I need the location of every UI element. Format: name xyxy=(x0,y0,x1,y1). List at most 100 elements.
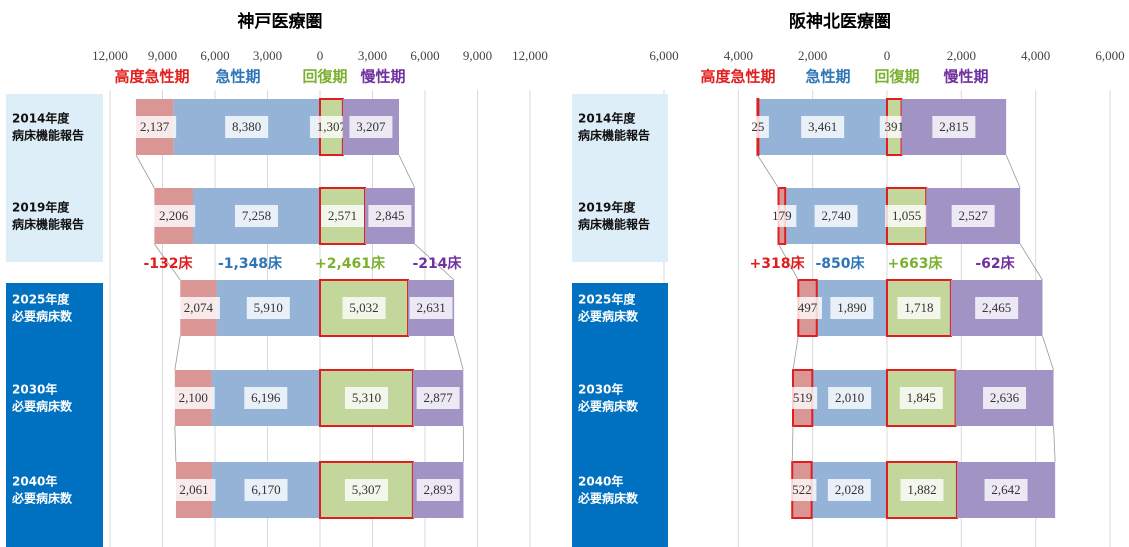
value-label-box xyxy=(746,116,769,138)
value-label-box xyxy=(951,205,995,227)
value-label-box xyxy=(320,205,364,227)
value-label: 1,882 xyxy=(907,482,936,497)
value-label: 2,845 xyxy=(375,208,404,223)
value-label: 7,258 xyxy=(242,208,271,223)
value-label: 391 xyxy=(885,119,905,134)
value-label: 2,815 xyxy=(939,119,968,134)
value-label: 3,207 xyxy=(356,119,386,134)
value-label: 2,206 xyxy=(159,208,189,223)
value-label-box xyxy=(899,387,943,409)
value-label: 1,718 xyxy=(904,300,933,315)
value-label: 2,465 xyxy=(982,300,1011,315)
change-label: +663床 xyxy=(888,255,944,272)
change-label: -214床 xyxy=(412,255,462,272)
legend-label: 慢性期 xyxy=(360,68,405,86)
value-label-box xyxy=(827,479,871,501)
x-tick-label: 3,000 xyxy=(358,48,387,63)
change-label: -132床 xyxy=(143,255,193,272)
connector xyxy=(453,335,464,371)
category-label: 2019年度 xyxy=(12,200,70,215)
connector xyxy=(792,335,799,371)
legend-label: 急性期 xyxy=(805,68,850,86)
connector xyxy=(154,243,181,281)
value-label-box xyxy=(975,297,1019,319)
value-label-box xyxy=(787,479,817,501)
category-label: 病床機能報告 xyxy=(12,128,84,143)
category-label: 2019年度 xyxy=(578,200,636,215)
value-label-box xyxy=(879,116,909,138)
value-label-box xyxy=(225,116,269,138)
category-panel xyxy=(6,283,103,547)
category-label: 必要病床数 xyxy=(577,309,639,324)
x-tick-label: 6,000 xyxy=(200,48,229,63)
chart-title: 阪神北医療圏 xyxy=(789,11,891,32)
value-label: 1,307 xyxy=(317,119,347,134)
x-tick-label: 4,000 xyxy=(1021,48,1050,63)
value-label-box xyxy=(885,205,929,227)
value-label: 5,307 xyxy=(352,482,382,497)
value-label-box xyxy=(900,479,944,501)
value-label-box xyxy=(244,479,288,501)
connector xyxy=(757,154,779,189)
x-tick-label: 3,000 xyxy=(253,48,282,63)
value-label: 2,636 xyxy=(990,390,1020,405)
x-tick-label: 6,000 xyxy=(410,48,439,63)
x-tick-label: 6,000 xyxy=(1095,48,1124,63)
x-tick-label: 9,000 xyxy=(463,48,492,63)
category-label: 2040年 xyxy=(578,474,623,489)
value-label: 519 xyxy=(793,390,813,405)
value-label: 25 xyxy=(751,119,764,134)
category-label: 病床機能報告 xyxy=(12,217,84,232)
category-label: 必要病床数 xyxy=(577,491,639,506)
value-label: 1,890 xyxy=(837,300,866,315)
category-panel xyxy=(572,94,668,262)
legend-label: 高度急性期 xyxy=(114,68,189,86)
change-label: +2,461床 xyxy=(315,255,386,272)
category-label: 病床機能報告 xyxy=(578,217,650,232)
change-label: +318床 xyxy=(750,255,806,272)
category-label: 必要病床数 xyxy=(11,491,73,506)
value-label: 1,055 xyxy=(892,208,921,223)
value-label: 2,740 xyxy=(821,208,850,223)
value-label-box xyxy=(830,297,874,319)
value-label: 2,074 xyxy=(184,300,214,315)
value-label-box xyxy=(152,205,196,227)
value-label: 179 xyxy=(772,208,792,223)
connector xyxy=(174,335,181,371)
value-label: 2,642 xyxy=(991,482,1020,497)
value-label: 2,527 xyxy=(959,208,989,223)
category-label: 2030年 xyxy=(12,382,57,397)
change-label: -62床 xyxy=(975,255,1015,272)
value-label: 5,032 xyxy=(349,300,378,315)
category-label: 病床機能報告 xyxy=(578,128,650,143)
value-label-box xyxy=(814,205,858,227)
category-panel xyxy=(6,94,103,262)
connector xyxy=(778,243,799,281)
value-label-box xyxy=(932,116,976,138)
value-label-box xyxy=(983,387,1027,409)
value-label-box xyxy=(309,116,353,138)
category-label: 2014年度 xyxy=(578,111,636,126)
value-label-box xyxy=(342,297,386,319)
value-label: 2,877 xyxy=(423,390,453,405)
x-tick-label: 6,000 xyxy=(649,48,678,63)
value-label: 522 xyxy=(792,482,812,497)
value-label-box xyxy=(344,387,388,409)
value-label: 6,170 xyxy=(251,482,280,497)
change-label: -850床 xyxy=(815,255,865,272)
value-label-box xyxy=(416,479,460,501)
legend-label: 高度急性期 xyxy=(700,68,775,86)
value-label: 2,631 xyxy=(416,300,445,315)
x-tick-label: 2,000 xyxy=(947,48,976,63)
value-label: 3,461 xyxy=(808,119,837,134)
value-label-box xyxy=(788,387,818,409)
value-label: 6,196 xyxy=(251,390,281,405)
value-label: 2,100 xyxy=(179,390,208,405)
value-label: 497 xyxy=(798,300,818,315)
value-label-box xyxy=(416,387,460,409)
category-label: 2040年 xyxy=(12,474,57,489)
connector xyxy=(791,425,794,463)
value-label-box xyxy=(828,387,872,409)
connector xyxy=(1005,154,1021,189)
x-tick-label: 12,000 xyxy=(92,48,128,63)
